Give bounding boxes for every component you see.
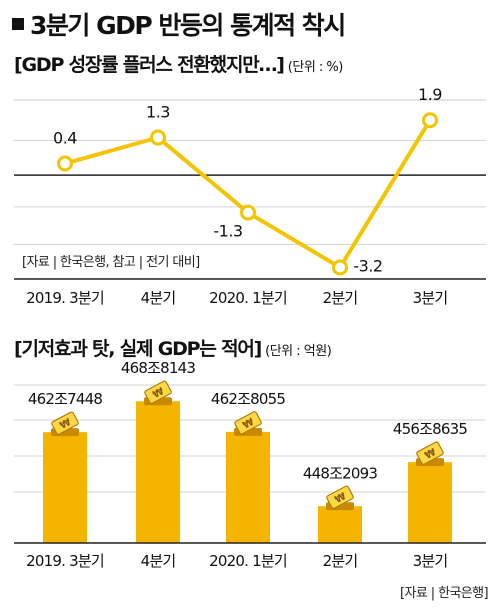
page-title: 3분기 GDP 반등의 통계적 착시 bbox=[12, 6, 346, 42]
title-square-icon bbox=[12, 18, 24, 30]
bar-value-label-4: 456조8635 bbox=[393, 420, 467, 438]
bar-2 bbox=[226, 431, 270, 543]
line-point-0 bbox=[57, 155, 73, 172]
line-value-label-2: -1.3 bbox=[213, 222, 242, 241]
won-sign-icon-1: ₩ bbox=[151, 386, 166, 401]
won-coin-stack-icon-0 bbox=[51, 411, 79, 435]
line-point-2 bbox=[240, 204, 256, 221]
won-sign-icon-4: ₩ bbox=[423, 447, 438, 462]
line-chart-source: [자료 | 한국은행, 참고 | 전기 대비] bbox=[22, 255, 200, 270]
bar-chart-title: [기저효과 탓, 실제 GDP는 적어] (단위 : 억원) bbox=[14, 334, 332, 361]
bar-category-label-2: 2020. 1분기 bbox=[209, 552, 287, 570]
bar-chart-source: [자료 | 한국은행] bbox=[400, 586, 489, 601]
bar-0 bbox=[43, 432, 87, 543]
line-point-1 bbox=[150, 129, 166, 146]
bar-category-label-3: 2분기 bbox=[323, 552, 358, 570]
won-coin-stack-icon-1 bbox=[144, 380, 172, 404]
bar-category-label-4: 3분기 bbox=[413, 552, 448, 570]
line-value-label-0: 0.4 bbox=[53, 129, 77, 148]
bar-chart-unit: (단위 : 억원) bbox=[265, 344, 332, 359]
won-coin-stack-icon-2 bbox=[234, 411, 262, 435]
line-chart-unit: (단위 : %) bbox=[287, 60, 344, 75]
won-coin-stack-icon-3 bbox=[326, 485, 354, 509]
bar-chart-title-text: [기저효과 탓, 실제 GDP는 적어] bbox=[14, 338, 262, 360]
line-chart-title: [GDP 성장률 플러스 전환했지만…] (단위 : %) bbox=[14, 50, 343, 77]
line-category-label-3: 2분기 bbox=[323, 289, 358, 307]
line-point-4 bbox=[422, 112, 438, 129]
bar-1 bbox=[136, 401, 180, 543]
line-value-label-4: 1.9 bbox=[418, 85, 442, 104]
bar-3 bbox=[318, 506, 362, 543]
line-value-label-1: 1.3 bbox=[146, 103, 170, 122]
bar-value-label-3: 448조2093 bbox=[303, 464, 377, 482]
won-coin-stack-icon-4 bbox=[416, 441, 444, 465]
line-value-label-3: -3.2 bbox=[353, 256, 382, 275]
bar-value-label-0: 462조7448 bbox=[28, 390, 102, 408]
bar-4 bbox=[408, 462, 452, 543]
line-category-label-2: 2020. 1분기 bbox=[209, 289, 287, 307]
line-series bbox=[64, 119, 432, 270]
bar-category-label-0: 2019. 3분기 bbox=[26, 552, 104, 570]
bar-value-label-1: 468조8143 bbox=[121, 359, 195, 377]
bar-value-label-2: 462조8055 bbox=[211, 390, 285, 408]
bar-category-label-1: 4분기 bbox=[141, 552, 176, 570]
line-category-label-1: 4분기 bbox=[141, 289, 176, 307]
line-category-label-4: 3분기 bbox=[413, 289, 448, 307]
line-point-3 bbox=[332, 259, 348, 276]
page-title-text: 3분기 GDP 반등의 통계적 착시 bbox=[30, 11, 346, 40]
line-chart-title-text: [GDP 성장률 플러스 전환했지만…] bbox=[14, 54, 285, 76]
won-sign-icon-3: ₩ bbox=[333, 491, 348, 506]
line-category-label-0: 2019. 3분기 bbox=[26, 289, 104, 307]
won-sign-icon-2: ₩ bbox=[241, 417, 256, 432]
won-sign-icon-0: ₩ bbox=[58, 417, 73, 432]
